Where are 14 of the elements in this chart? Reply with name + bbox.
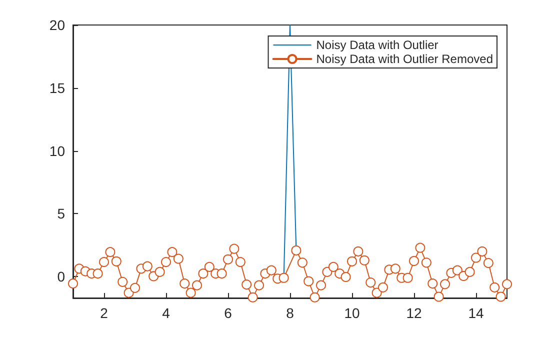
y-tick-label: 0 xyxy=(57,268,66,285)
x-tick-label: 2 xyxy=(100,305,108,321)
legend-label: Noisy Data with Outlier xyxy=(316,38,438,52)
x-tick-label: 14 xyxy=(468,305,484,321)
y-tick-label: 15 xyxy=(49,80,66,96)
y-tick-label: 5 xyxy=(57,206,66,222)
x-tick-label: 10 xyxy=(344,305,360,321)
y-tick-label: 20 xyxy=(49,17,66,33)
x-tick-label: 6 xyxy=(224,305,232,321)
x-tick-label: 12 xyxy=(406,305,422,321)
x-tick-label: 4 xyxy=(162,305,170,321)
legend-label: Noisy Data with Outlier Removed xyxy=(316,52,494,66)
x-tick-label: 8 xyxy=(286,305,294,321)
y-tick-label: 10 xyxy=(49,142,66,159)
